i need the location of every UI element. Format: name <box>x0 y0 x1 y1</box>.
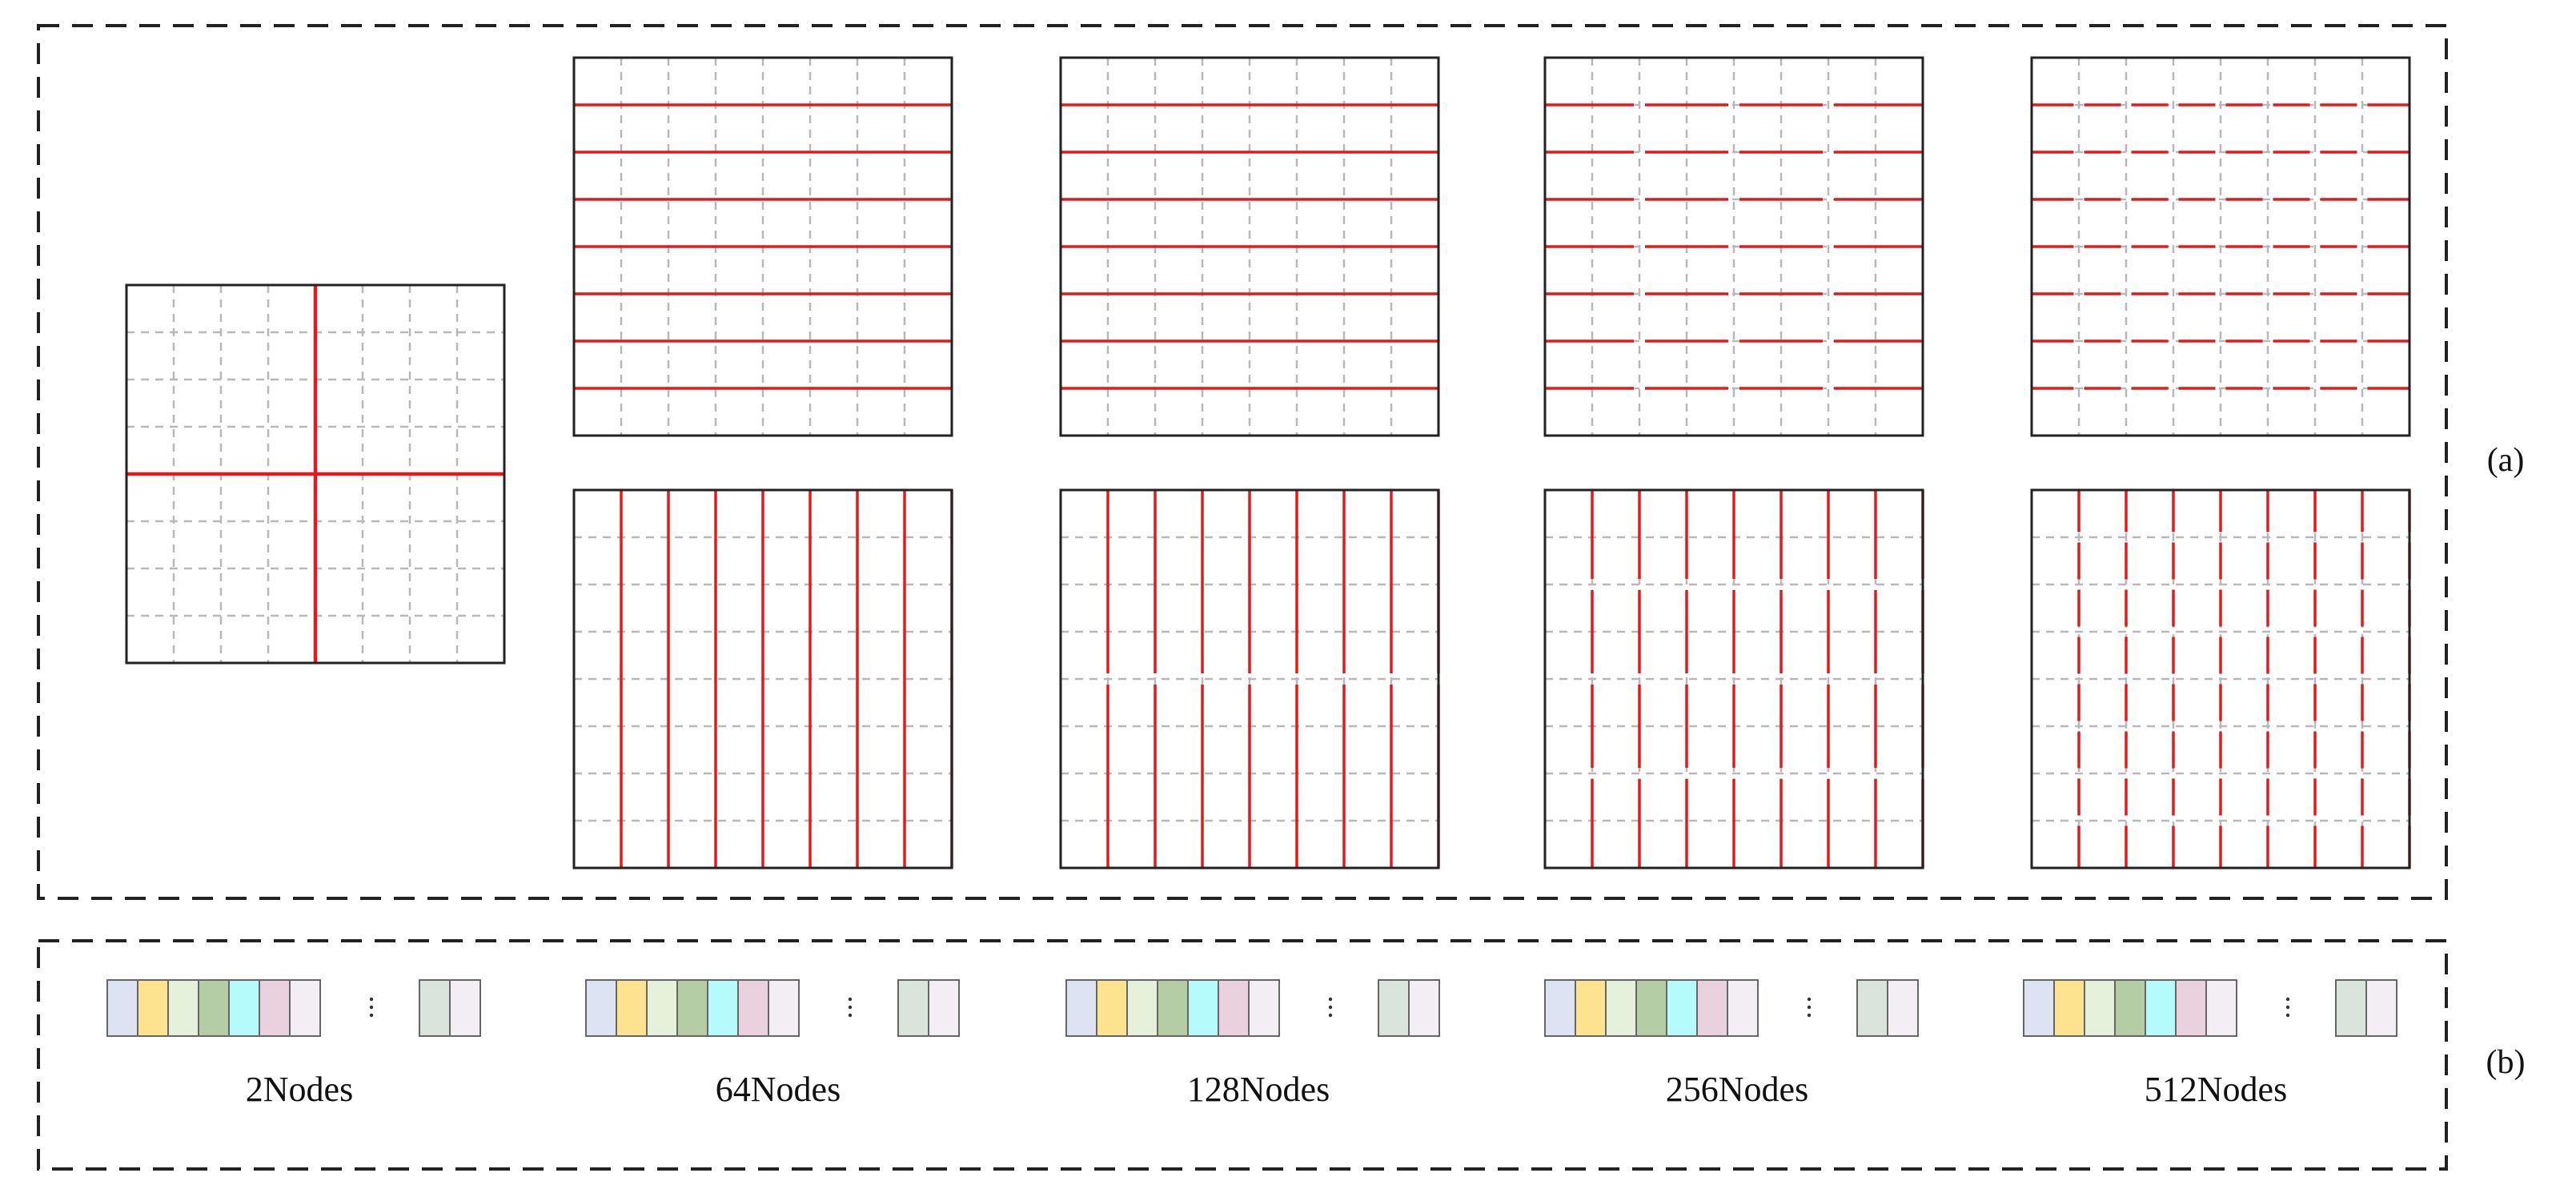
node-cell <box>198 979 230 1037</box>
grid-border <box>125 283 506 665</box>
node-cell <box>1248 979 1280 1037</box>
ellipsis-dot <box>1807 1005 1812 1010</box>
panel-b-label: (b) <box>2486 1044 2526 1081</box>
grid-border <box>1059 56 1440 437</box>
64-node-vertical <box>572 488 953 870</box>
grid-border <box>572 488 953 870</box>
node-count-label: 64Nodes <box>716 1070 841 1109</box>
node-cell <box>2335 979 2367 1037</box>
node-cell <box>1157 979 1189 1037</box>
grid-border <box>572 56 953 437</box>
node-cell <box>2205 979 2237 1037</box>
node-cell <box>2053 979 2085 1037</box>
node-group: 512Nodes <box>2023 979 2397 1109</box>
node-cell <box>137 979 169 1037</box>
node-cell <box>1887 979 1919 1037</box>
ellipsis-dot <box>848 1013 853 1018</box>
node-group: 2Nodes <box>106 979 481 1109</box>
node-cell <box>1408 979 1440 1037</box>
grid-border <box>1543 56 1924 437</box>
ellipsis-dot <box>2285 1005 2290 1010</box>
node-cell <box>2114 979 2146 1037</box>
node-cell <box>616 979 648 1037</box>
node-cell <box>1666 979 1698 1037</box>
node-cell <box>167 979 199 1037</box>
node-cell <box>2023 979 2055 1037</box>
ellipsis-dot <box>1807 997 1812 1002</box>
256-node-vertical <box>1543 488 1924 870</box>
ellipsis-dot <box>369 1005 374 1010</box>
ellipsis-dot <box>1328 997 1333 1002</box>
ellipsis-dot <box>369 997 374 1002</box>
node-cell <box>259 979 291 1037</box>
node-cell <box>2365 979 2397 1037</box>
node-cell <box>228 979 260 1037</box>
ellipsis-dot <box>1328 1013 1333 1018</box>
panel-a-frame <box>37 24 2448 900</box>
256-node-horizontal <box>1543 56 1924 437</box>
node-cell <box>1096 979 1128 1037</box>
node-cell <box>2175 979 2207 1037</box>
grid-partitions <box>125 56 2411 870</box>
ellipsis-dot <box>1807 1013 1812 1018</box>
node-cell <box>1218 979 1250 1037</box>
128-node-horizontal <box>1059 56 1440 437</box>
node-cell <box>1544 979 1576 1037</box>
node-count-label: 256Nodes <box>1666 1070 1808 1109</box>
grid-border <box>2030 56 2411 437</box>
ellipsis-dot <box>1328 1005 1333 1010</box>
node-group: 64Nodes <box>585 979 960 1109</box>
node-cell <box>449 979 481 1037</box>
node-cell <box>897 979 929 1037</box>
node-cell <box>1065 979 1097 1037</box>
node-cell <box>707 979 739 1037</box>
512-node-vertical <box>2030 488 2411 870</box>
grid-border <box>2030 488 2411 870</box>
node-group: 256Nodes <box>1544 979 1919 1109</box>
ellipsis-dot <box>848 1005 853 1010</box>
ellipsis-dot <box>2285 997 2290 1002</box>
node-cell <box>419 979 451 1037</box>
node-cell <box>1856 979 1888 1037</box>
node-cell <box>1696 979 1728 1037</box>
node-cell <box>289 979 321 1037</box>
node-group: 128Nodes <box>1065 979 1440 1109</box>
ellipsis-dot <box>2285 1013 2290 1018</box>
grid-border <box>1059 488 1440 870</box>
node-cell <box>1635 979 1667 1037</box>
64-node-horizontal <box>572 56 953 437</box>
ellipsis-dot <box>369 1013 374 1018</box>
grid-border <box>1543 488 1924 870</box>
node-cell <box>585 979 617 1037</box>
panel-b-frame <box>37 939 2448 1171</box>
node-groups: 2Nodes 64Nodes 128Nodes 256Nodes 512Nodes <box>106 979 2397 1109</box>
node-count-label: 512Nodes <box>2145 1070 2287 1109</box>
node-cell <box>2145 979 2177 1037</box>
ellipsis-dot <box>848 997 853 1002</box>
512-node-horizontal <box>2030 56 2411 437</box>
node-cell <box>1126 979 1158 1037</box>
node-cell <box>106 979 138 1037</box>
node-cell <box>928 979 960 1037</box>
node-count-label: 2Nodes <box>246 1070 353 1109</box>
2-node-cross <box>125 283 506 665</box>
node-cell <box>1727 979 1759 1037</box>
node-cell <box>2084 979 2116 1037</box>
128-node-vertical <box>1059 488 1440 870</box>
panel-a-label: (a) <box>2487 442 2525 479</box>
node-cell <box>676 979 708 1037</box>
node-cell <box>1187 979 1219 1037</box>
node-cell <box>768 979 800 1037</box>
node-cell <box>1575 979 1607 1037</box>
node-count-label: 128Nodes <box>1187 1070 1330 1109</box>
node-cell <box>1605 979 1637 1037</box>
node-cell <box>646 979 678 1037</box>
node-cell <box>1378 979 1410 1037</box>
node-cell <box>737 979 769 1037</box>
